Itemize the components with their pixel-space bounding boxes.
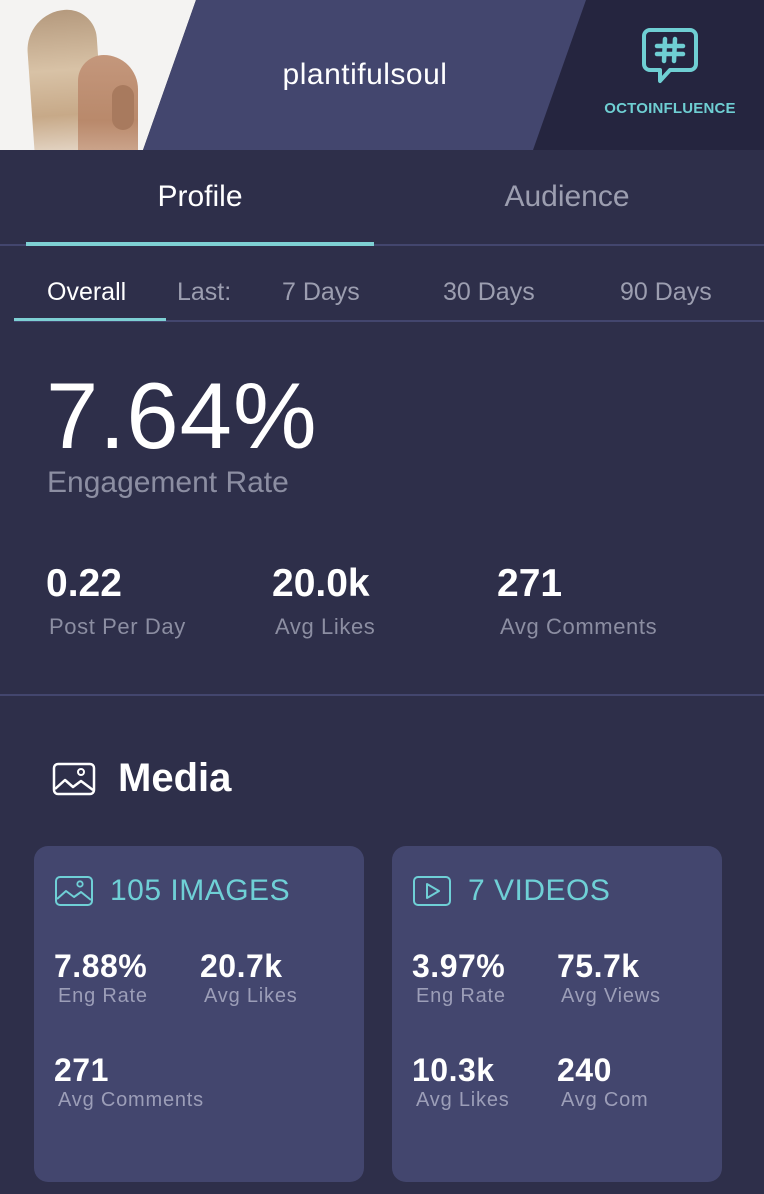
stat-label: Post Per Day: [49, 614, 186, 639]
username-banner: [143, 0, 586, 150]
stat-value: 271: [497, 562, 563, 605]
period-90-days[interactable]: 90 Days: [620, 278, 712, 306]
period-last-label: Last:: [177, 278, 232, 306]
profile-header: plantifulsoul OCTOINFLUENCE: [0, 0, 764, 150]
stat-value: 75.7k: [557, 948, 640, 984]
videos-card-header: 7 VIDEOS: [412, 874, 610, 908]
stat-value: 271: [54, 1052, 109, 1088]
profile-photo: [0, 0, 196, 150]
period-filter: Overall Last: 7 Days 30 Days 90 Days: [14, 246, 764, 322]
stat-value: 10.3k: [412, 1052, 495, 1088]
image-icon: [55, 876, 93, 906]
stat-value: 3.97%: [412, 948, 506, 984]
images-card[interactable]: 105 IMAGES 7.88% Eng Rate 20.7k Avg Like…: [34, 846, 364, 1182]
videos-eng-rate: 3.97% Eng Rate: [412, 948, 506, 1008]
stat-label: Avg Com: [561, 1089, 649, 1111]
period-7-days[interactable]: 7 Days: [282, 278, 360, 306]
main-tabs: Profile Audience: [0, 150, 764, 246]
photo-arm-shape: [112, 85, 134, 130]
tab-audience[interactable]: Audience: [504, 180, 630, 213]
active-tab-indicator: [26, 242, 374, 246]
stat-value: 20.7k: [200, 948, 283, 984]
stat-avg-comments: 271 Avg Comments: [497, 562, 657, 640]
videos-card[interactable]: 7 VIDEOS 3.97% Eng Rate 75.7k Avg Views …: [392, 846, 722, 1182]
image-icon: [52, 762, 96, 795]
stat-avg-likes: 20.0k Avg Likes: [272, 562, 375, 640]
images-eng-rate: 7.88% Eng Rate: [54, 948, 148, 1008]
tab-profile[interactable]: Profile: [157, 180, 243, 213]
media-title-text: Media: [118, 756, 232, 800]
stat-label: Avg Likes: [275, 614, 376, 639]
stat-label: Avg Likes: [204, 985, 298, 1007]
videos-avg-views: 75.7k Avg Views: [557, 948, 661, 1008]
videos-count: 7 VIDEOS: [468, 874, 611, 907]
stat-value: 7.88%: [54, 948, 148, 984]
section-divider: [0, 694, 764, 696]
stat-value: 240: [557, 1052, 612, 1088]
images-avg-comments: 271 Avg Comments: [54, 1052, 204, 1112]
stat-label: Eng Rate: [416, 985, 506, 1007]
videos-avg-comments: 240 Avg Com: [557, 1052, 649, 1112]
brand-name: OCTOINFLUENCE: [604, 100, 736, 117]
brand-logo[interactable]: OCTOINFLUENCE: [590, 26, 750, 117]
images-count: 105 IMAGES: [110, 874, 291, 907]
stat-value: 20.0k: [272, 562, 370, 605]
images-avg-likes: 20.7k Avg Likes: [200, 948, 298, 1008]
stat-label: Avg Comments: [58, 1089, 204, 1111]
stat-post-per-day: 0.22 Post Per Day: [46, 562, 186, 640]
video-play-icon: [413, 876, 451, 906]
videos-avg-likes: 10.3k Avg Likes: [412, 1052, 510, 1112]
stat-value: 0.22: [46, 562, 122, 605]
active-period-indicator: [14, 318, 166, 321]
images-card-header: 105 IMAGES: [54, 874, 290, 908]
period-overall[interactable]: Overall: [47, 278, 127, 306]
stat-label: Eng Rate: [58, 985, 148, 1007]
stat-label: Avg Views: [561, 985, 661, 1007]
period-30-days[interactable]: 30 Days: [443, 278, 535, 306]
media-section-title: Media: [52, 756, 231, 801]
username: plantifulsoul: [282, 58, 448, 91]
stat-label: Avg Comments: [500, 614, 658, 639]
stat-label: Avg Likes: [416, 1089, 510, 1111]
hashtag-chat-bubble-icon: [642, 28, 698, 83]
engagement-rate-value: 7.64%: [46, 363, 318, 468]
engagement-rate-label: Engagement Rate: [47, 466, 289, 499]
